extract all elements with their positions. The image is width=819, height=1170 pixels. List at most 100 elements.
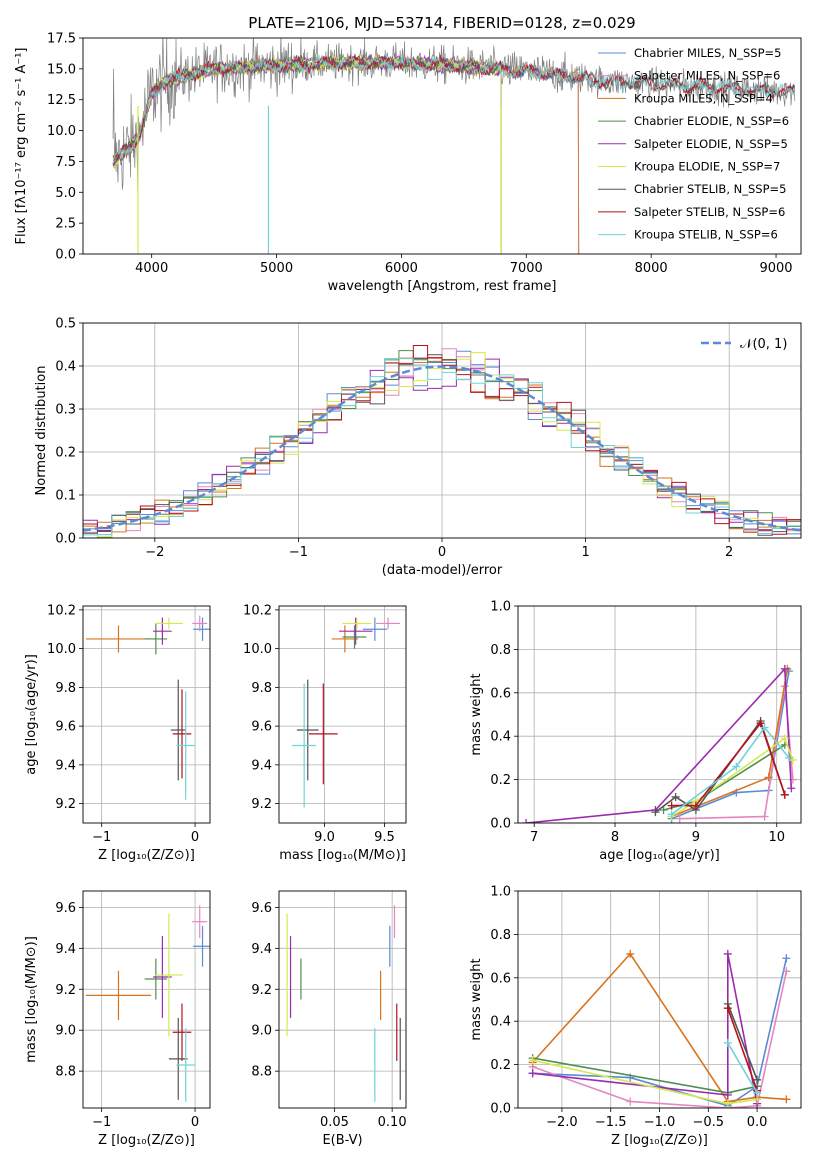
y-tick-label: 0.0 <box>55 532 76 547</box>
y-tick-label: 9.4 <box>55 758 76 773</box>
plus-marker <box>667 810 676 819</box>
plus-marker <box>675 814 684 823</box>
plus-marker <box>788 756 797 765</box>
mass_vs_ebv-x-axis-label: E(B-V) <box>322 1133 362 1148</box>
x-tick-label: 5000 <box>260 261 293 276</box>
histogram-salpeter_elodie <box>83 358 801 532</box>
y-tick-label: 9.2 <box>55 983 76 998</box>
age_vs_Z-plot-area <box>83 606 210 823</box>
y-tick-label: 9.6 <box>55 901 76 916</box>
residuals-y-axis-label: Normed distribution <box>34 366 49 496</box>
normal-distribution-curve <box>83 365 801 532</box>
errorbar-chabrier_miles <box>193 925 210 967</box>
weight-line-kroupa_miles <box>671 668 789 818</box>
plus-marker <box>723 1090 732 1099</box>
weight_vs_age-y-axis-label: mass weight <box>469 673 484 755</box>
axes-frame <box>82 605 211 824</box>
x-tick-label: 8 <box>611 830 619 845</box>
x-tick-label: −1.0 <box>644 1115 676 1130</box>
spectrum-title: PLATE=2106, MJD=53714, FIBERID=0128, z=0… <box>248 14 635 32</box>
y-tick-label: 0.4 <box>490 730 511 745</box>
y-tick-label: 15.0 <box>47 62 76 77</box>
y-tick-label: 9.4 <box>55 942 76 957</box>
y-tick-label: 0.8 <box>490 643 511 658</box>
axes-frame <box>517 890 802 1109</box>
plus-marker <box>782 1095 791 1104</box>
weight-line-salpeter_stelib <box>727 1007 758 1091</box>
y-tick-label: 9.2 <box>55 797 76 812</box>
errorbar-chabrier_stelib <box>170 679 186 781</box>
weight_vs_Z-y-axis-label: mass weight <box>469 958 484 1040</box>
mass_vs_Z-x-axis-label: Z [log₁₀(Z/Z⊙)] <box>98 1133 195 1148</box>
age_vs_mass-plot-area <box>279 606 406 823</box>
legend-label: Kroupa ELODIE, N_SSP=7 <box>634 160 780 174</box>
spectrum-legend: Chabrier MILES, N_SSP=5 Salpeter MILES, N… <box>598 46 789 242</box>
weight-line-salpeter_elodie <box>526 666 793 823</box>
x-tick-label: 7000 <box>510 261 543 276</box>
y-tick-label: 9.6 <box>251 720 272 735</box>
axes-frame <box>82 322 802 539</box>
x-tick-label: −1 <box>92 1115 111 1130</box>
panel-residuals: −2 −1 0 1 2 0.0 0.1 0.2 0.3 0.4 0.5 (data-model)/er… <box>34 317 802 578</box>
plus-marker <box>780 790 789 799</box>
x-tick-label: −1 <box>289 545 308 560</box>
y-tick-label: 0.6 <box>490 971 511 986</box>
plus-marker <box>723 949 732 958</box>
model-line-salpeter_stelib <box>113 53 795 161</box>
y-tick-label: 0.6 <box>490 686 511 701</box>
x-tick-label: 9.0 <box>314 830 335 845</box>
age_vs_Z-y-axis-label: age [log₁₀(age/yr)] <box>24 654 39 775</box>
y-tick-label: 9.0 <box>55 1024 76 1039</box>
y-tick-label: 9.8 <box>55 681 76 696</box>
legend-label: Kroupa MILES, N_SSP=4 <box>634 91 773 105</box>
plus-marker <box>659 805 668 814</box>
weight-line-kroupa_elodie <box>671 737 794 818</box>
spectrum-plot-area <box>112 38 796 254</box>
x-tick-label: 2 <box>725 545 733 560</box>
weight_vs_Z-x-axis-label: Z [log₁₀(Z/Z⊙)] <box>611 1133 708 1148</box>
residuals-plot-area <box>83 323 801 538</box>
weight-line-kroupa_stelib <box>727 1042 758 1094</box>
x-tick-label: 0.10 <box>378 1115 407 1130</box>
model-line-salpeter_elodie <box>112 53 502 254</box>
y-tick-label: 7.5 <box>55 155 76 170</box>
plus-marker <box>732 762 741 771</box>
errorbar-chabrier_elodie <box>144 623 168 655</box>
errorbar-salpeter_elodie <box>338 617 373 645</box>
plus-marker <box>782 954 791 963</box>
plus-marker <box>760 812 769 821</box>
plus-marker <box>723 1004 732 1013</box>
errorbar-salpeter_elodie <box>153 617 172 645</box>
x-tick-label: 0 <box>191 1115 199 1130</box>
x-tick-label: 1 <box>581 545 589 560</box>
y-tick-label: 0.2 <box>490 773 511 788</box>
plus-marker <box>760 723 769 732</box>
errorbar-kroupa_elodie <box>154 913 183 1037</box>
x-tick-label: 7 <box>530 830 538 845</box>
x-tick-label: −1.5 <box>595 1115 627 1130</box>
errorbar-chabrier_elodie <box>342 625 367 649</box>
y-tick-label: 0.0 <box>55 248 76 263</box>
errorbar-kroupa_elodie <box>154 617 183 630</box>
x-tick-label: −1 <box>92 830 111 845</box>
plus-marker <box>522 819 531 823</box>
y-tick-label: 0.0 <box>490 1102 511 1117</box>
x-tick-label: −2.0 <box>546 1115 578 1130</box>
errorbar-kroupa_miles <box>85 625 152 653</box>
y-tick-label: 10.0 <box>47 124 76 139</box>
spectrum-x-axis-label: wavelength [Angstrom, rest frame] <box>328 279 557 294</box>
plus-marker <box>780 664 789 673</box>
weight-line-chabrier_stelib <box>727 1003 758 1081</box>
model-line-kroupa_miles <box>112 52 580 254</box>
y-tick-label: 0.4 <box>490 1015 511 1030</box>
x-tick-label: 6000 <box>385 261 418 276</box>
errorbar-kroupa_stelib <box>176 691 196 800</box>
plus-marker <box>528 1069 537 1078</box>
plus-marker <box>691 801 700 810</box>
x-tick-label: 9 <box>692 830 700 845</box>
y-tick-label: 9.6 <box>55 720 76 735</box>
axes-frame <box>82 890 211 1109</box>
x-tick-label: 8000 <box>635 261 668 276</box>
y-tick-label: 9.2 <box>251 983 272 998</box>
